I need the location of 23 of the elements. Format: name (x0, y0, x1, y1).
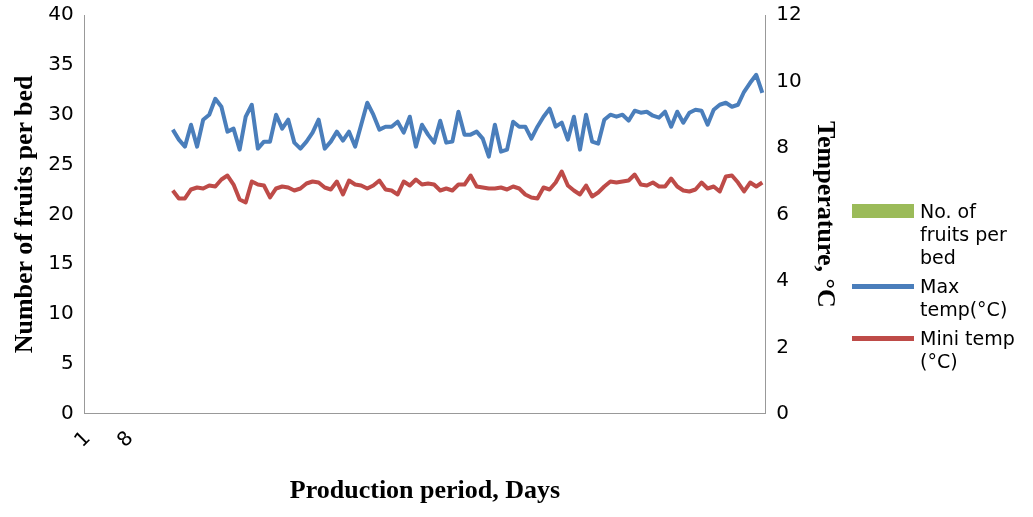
legend-label: No. of fruits per bed (920, 200, 1008, 269)
y-tick-label: 15 (48, 250, 74, 275)
x-axis-title: Production period, Days (289, 475, 561, 505)
legend-label: Max temp(°C) (920, 275, 1009, 321)
y2-tick-label: 2 (776, 333, 790, 358)
y-tick-label: 25 (48, 150, 74, 175)
y-tick-label: 30 (48, 100, 74, 125)
y-tick-label: 35 (48, 51, 74, 76)
y-tick-label: 20 (48, 200, 74, 225)
y-tick-label: 40 (48, 1, 74, 26)
y2-tick-label: 8 (776, 134, 790, 159)
y2-tick-label: 0 (776, 400, 790, 425)
legend-label: Mini temp (°C) (920, 327, 1016, 373)
y2-tick-label: 4 (776, 267, 790, 292)
y2-tick-label: 6 (776, 200, 790, 225)
x-tick-label: 1 (68, 425, 95, 452)
y-tick-label: 0 (60, 400, 74, 425)
y-tick-label: 10 (48, 300, 74, 325)
y2-axis-title: Temperature, °C (811, 121, 841, 308)
y-axis-title: Number of fruits per bed (9, 74, 39, 354)
y2-tick-label: 12 (776, 1, 802, 26)
y2-tick-label: 10 (776, 67, 802, 92)
y-tick-label: 5 (60, 350, 74, 375)
